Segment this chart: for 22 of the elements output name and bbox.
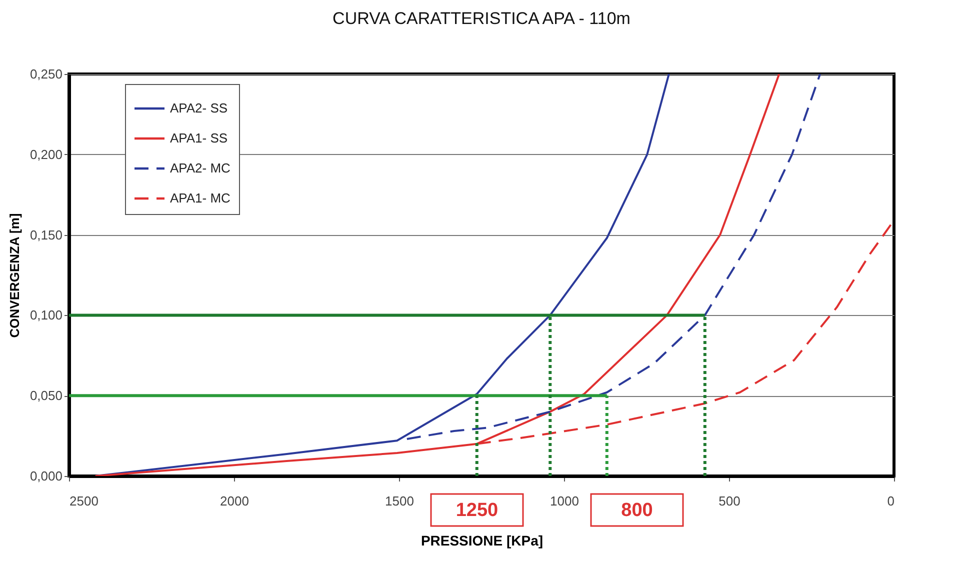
- legend-label: APA1- MC: [170, 190, 230, 206]
- text: 1250: [456, 500, 498, 521]
- x-tick-label: 2000: [220, 494, 249, 508]
- line-series: [406, 74, 822, 440]
- legend-label: APA1- SS: [170, 130, 228, 146]
- x-axis-title: PRESSIONE [KPa]: [420, 532, 544, 548]
- y-tick-label: 0,200: [30, 146, 62, 162]
- legend-label: APA2- MC: [170, 160, 230, 176]
- chart-title: CURVA CARATTERISTICA APA - 110m: [332, 9, 630, 28]
- y-tick-label: 0,250: [30, 66, 62, 82]
- x-tick-label: 500: [718, 494, 740, 508]
- y-axis-title: CONVERGENZA [m]: [6, 213, 22, 338]
- x-tick-label: 1500: [385, 494, 414, 508]
- text: 800: [621, 500, 653, 521]
- y-tick-label: 0,100: [30, 308, 62, 323]
- x-tick-label: 2500: [70, 494, 98, 508]
- y-tick-label: 0,000: [30, 468, 62, 484]
- legend-label: APA2- SS: [170, 100, 228, 116]
- x-tick-label: 0: [887, 494, 894, 508]
- y-tick-label: 0,150: [30, 227, 62, 242]
- y-tick-label: 0,050: [30, 388, 62, 404]
- x-tick-label: 1000: [550, 494, 579, 508]
